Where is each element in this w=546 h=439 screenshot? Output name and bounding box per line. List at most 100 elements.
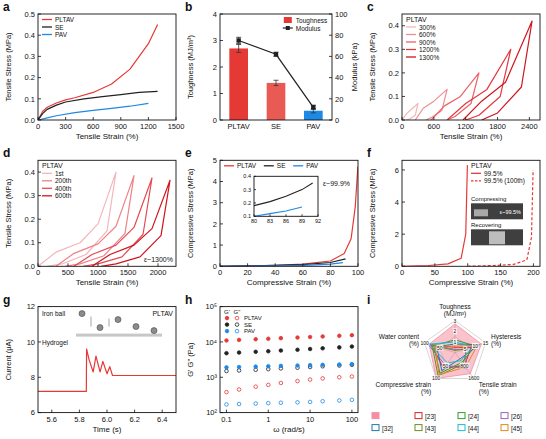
storage-point xyxy=(254,365,258,369)
iron-ball-sketch xyxy=(115,317,121,323)
annotation: Hydrogel xyxy=(42,339,69,347)
y-tick xyxy=(38,377,41,378)
iron-ball-sketch xyxy=(151,328,157,334)
series-line xyxy=(220,167,358,267)
legend-swatch xyxy=(406,49,416,50)
annotation: ε~99.5% xyxy=(500,209,521,215)
legend-swatch xyxy=(406,56,416,57)
y-tick-label: 0.2 xyxy=(389,69,399,78)
series-line xyxy=(38,91,158,120)
loss-point xyxy=(279,381,283,385)
legend-swatch xyxy=(42,195,52,196)
y2-tick xyxy=(329,35,332,36)
inset-line xyxy=(254,207,302,216)
x-tick-label: 6.2 xyxy=(129,415,139,424)
legend-swatch xyxy=(372,413,379,419)
storage-point xyxy=(225,339,229,343)
x-tick xyxy=(38,263,39,266)
radar-axis-label-line: (%) xyxy=(409,340,419,348)
panel: 06001200180024000.00.10.20.30.4Tensile S… xyxy=(367,0,540,141)
error-bar xyxy=(236,44,241,52)
storage-point xyxy=(254,337,258,341)
error-bar-cap xyxy=(311,109,316,110)
x-tick-label: 80 xyxy=(326,268,334,277)
series-line xyxy=(402,165,467,266)
y-tick xyxy=(402,49,405,50)
bar xyxy=(267,83,286,120)
y-tick xyxy=(38,306,41,307)
radar-tick-label: 10 xyxy=(473,343,479,349)
y-tick xyxy=(38,341,41,342)
x-axis-title: Compressive Strain (%) xyxy=(429,278,514,287)
x-tick-label: PAV xyxy=(306,122,320,131)
y-tick-label: 0.1 xyxy=(25,95,35,104)
legend-label: [24] xyxy=(468,413,479,421)
plot-frame xyxy=(38,14,176,120)
square-marker xyxy=(274,52,278,56)
y-tick-label: 0.2 xyxy=(243,200,251,206)
legend-swatch xyxy=(235,316,239,320)
x-tick-label: 100 xyxy=(461,268,474,277)
y-axis-title: Compressive Stress (MPa) xyxy=(186,168,195,258)
x-tick xyxy=(529,117,530,120)
inset-line xyxy=(254,183,313,206)
loss-point xyxy=(350,375,354,379)
storage-point xyxy=(225,366,229,370)
x-tick xyxy=(275,263,276,266)
photo xyxy=(471,203,523,219)
storage-point xyxy=(350,362,354,366)
storage-point xyxy=(338,363,342,367)
y-tick-label: 0.3 xyxy=(25,191,35,200)
storage-point xyxy=(308,347,312,351)
radar-axis-label-line: (%) xyxy=(479,388,489,396)
y-axis-title: Toughness (MJ/m³) xyxy=(186,34,195,99)
panel-label: b xyxy=(185,0,192,14)
photo-sample xyxy=(489,231,505,244)
error-bar xyxy=(274,52,279,56)
x-tick xyxy=(533,263,534,266)
loss-point xyxy=(321,399,325,403)
x-tick-label: 0 xyxy=(400,268,404,277)
y-tick-label: 8 xyxy=(31,373,35,382)
x-tick xyxy=(79,410,80,413)
series-line xyxy=(402,104,418,120)
series-line xyxy=(38,103,148,120)
legend-label: PLTAV xyxy=(244,315,262,321)
x-tick-label: 100 xyxy=(352,268,365,277)
x-tick-label: 100 xyxy=(346,415,359,424)
x-tick-label: 1500 xyxy=(168,122,185,131)
legend-swatch xyxy=(415,425,422,431)
y2-tick xyxy=(329,56,332,57)
x-tick xyxy=(128,263,129,266)
x-axis-title: Tensile Strain (%) xyxy=(76,278,139,287)
y-tick xyxy=(254,176,256,177)
legend: PLTAVSEPAV xyxy=(42,16,75,38)
legend-label: [23] xyxy=(425,413,436,421)
x-tick-label: 10 xyxy=(306,415,314,424)
panel: 0.111010010²10³10⁴10⁵ω (rad/s)G' G'' (Pa… xyxy=(185,293,358,434)
y-tick xyxy=(220,202,223,203)
y-tick xyxy=(220,245,223,246)
y-tick-label: 6 xyxy=(31,408,35,417)
x-tick-label: 500 xyxy=(62,268,75,277)
error-bar xyxy=(274,80,279,85)
legend-swatch xyxy=(42,173,52,174)
y-tick-label: 3 xyxy=(213,36,217,45)
y-tick-label: 2 xyxy=(213,63,217,72)
legend-swatch xyxy=(225,323,229,327)
loss-point xyxy=(225,390,229,394)
arrow-sketch xyxy=(109,319,110,327)
x-tick xyxy=(286,214,287,216)
x-tick xyxy=(107,410,108,413)
storage-point xyxy=(296,336,300,340)
x-tick xyxy=(268,410,269,413)
y-tick xyxy=(220,181,223,182)
y-tick-label: 6 xyxy=(395,166,399,175)
legend-label: PLTAV xyxy=(237,162,257,169)
x-axis-title: Tensile Strain (%) xyxy=(76,132,139,141)
radar-tick-label: 100 xyxy=(432,375,441,381)
y-tick xyxy=(220,67,223,68)
y-tick-label: 0.4 xyxy=(25,168,35,177)
loss-point xyxy=(225,369,229,373)
panel: 1235101580016005010050100Toughness(MJ/m³… xyxy=(367,293,522,433)
